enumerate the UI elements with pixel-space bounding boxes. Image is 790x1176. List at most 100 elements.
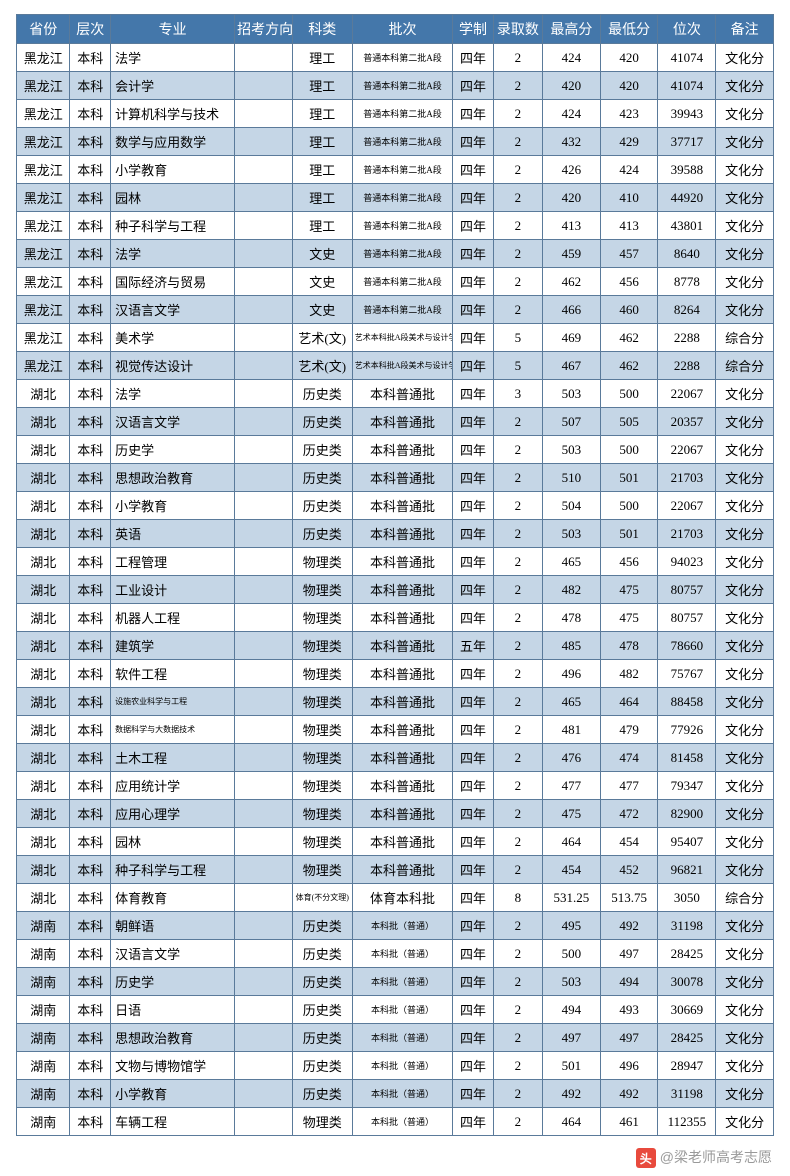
table-cell: 本科 [70,100,111,128]
table-cell: 本科 [70,380,111,408]
table-cell: 462 [600,352,658,380]
table-cell [235,744,293,772]
table-cell: 普通本科第二批A段 [352,184,453,212]
table-cell [235,268,293,296]
table-cell: 本科 [70,604,111,632]
table-cell: 413 [600,212,658,240]
table-row: 湖南本科文物与博物馆学历史类本科批（普通）四年250149628947文化分 [17,1052,774,1080]
table-cell: 物理类 [292,744,352,772]
table-row: 黑龙江本科会计学理工普通本科第二批A段四年242042041074文化分 [17,72,774,100]
table-cell: 车辆工程 [111,1108,235,1136]
table-cell: 物理类 [292,660,352,688]
table-cell: 21703 [658,464,716,492]
table-cell [235,44,293,72]
table-cell: 汉语言文学 [111,296,235,324]
table-body: 黑龙江本科法学理工普通本科第二批A段四年242442041074文化分黑龙江本科… [17,44,774,1136]
table-cell: 本科 [70,660,111,688]
table-cell [235,492,293,520]
table-cell: 494 [600,968,658,996]
table-cell [235,72,293,100]
table-cell: 494 [543,996,601,1024]
table-cell: 黑龙江 [17,44,70,72]
table-cell: 96821 [658,856,716,884]
table-cell: 体育本科批 [352,884,453,912]
table-cell: 459 [543,240,601,268]
table-cell: 普通本科第二批A段 [352,240,453,268]
table-cell: 492 [600,912,658,940]
table-cell [235,632,293,660]
table-cell: 本科 [70,184,111,212]
table-cell: 四年 [453,44,494,72]
table-cell: 31198 [658,912,716,940]
table-cell: 41074 [658,44,716,72]
table-cell: 日语 [111,996,235,1024]
table-cell: 工业设计 [111,576,235,604]
table-cell [235,324,293,352]
table-cell [235,828,293,856]
table-cell: 本科 [70,408,111,436]
table-cell: 历史类 [292,380,352,408]
table-cell: 文化分 [716,1052,774,1080]
col-header: 层次 [70,15,111,44]
table-cell: 四年 [453,436,494,464]
table-cell: 82900 [658,800,716,828]
table-cell: 本科普通批 [352,772,453,800]
table-cell: 湖北 [17,604,70,632]
table-cell: 420 [543,184,601,212]
table-cell: 设施农业科学与工程 [111,688,235,716]
table-cell: 本科普通批 [352,800,453,828]
table-cell: 黑龙江 [17,268,70,296]
table-cell: 472 [600,800,658,828]
table-row: 湖北本科应用统计学物理类本科普通批四年247747779347文化分 [17,772,774,800]
table-cell: 本科 [70,744,111,772]
table-cell [235,912,293,940]
table-cell: 四年 [453,604,494,632]
table-cell: 湖北 [17,772,70,800]
table-cell: 2 [493,464,542,492]
table-cell: 2 [493,1108,542,1136]
table-cell: 四年 [453,548,494,576]
table-cell: 物理类 [292,828,352,856]
table-cell [235,576,293,604]
table-cell: 本科普通批 [352,856,453,884]
table-cell: 本科 [70,828,111,856]
table-cell [235,408,293,436]
table-cell: 501 [600,520,658,548]
table-cell: 视觉传达设计 [111,352,235,380]
table-row: 湖南本科车辆工程物理类本科批（普通）四年2464461112355文化分 [17,1108,774,1136]
table-cell: 建筑学 [111,632,235,660]
table-cell: 湖北 [17,380,70,408]
table-cell: 8778 [658,268,716,296]
table-cell: 黑龙江 [17,324,70,352]
table-cell: 420 [543,72,601,100]
table-cell: 黑龙江 [17,212,70,240]
table-cell: 本科批（普通） [352,996,453,1024]
table-cell: 本科批（普通） [352,968,453,996]
table-cell: 国际经济与贸易 [111,268,235,296]
table-cell: 413 [543,212,601,240]
table-cell: 503 [543,968,601,996]
table-row: 黑龙江本科园林理工普通本科第二批A段四年242041044920文化分 [17,184,774,212]
table-row: 黑龙江本科视觉传达设计艺术(文)艺术本科批A段美术与设计学类四年54674622… [17,352,774,380]
table-cell: 理工 [292,184,352,212]
table-cell: 四年 [453,408,494,436]
table-cell: 艺术(文) [292,324,352,352]
table-cell: 四年 [453,296,494,324]
table-cell: 文化分 [716,72,774,100]
table-cell: 423 [600,100,658,128]
table-cell: 本科 [70,72,111,100]
col-header: 学制 [453,15,494,44]
table-cell: 小学教育 [111,1080,235,1108]
table-cell: 2 [493,716,542,744]
table-cell: 8264 [658,296,716,324]
table-cell: 文化分 [716,492,774,520]
table-cell: 文化分 [716,996,774,1024]
table-cell: 2 [493,688,542,716]
table-cell [235,380,293,408]
table-cell: 文化分 [716,520,774,548]
table-cell: 体育教育 [111,884,235,912]
table-cell: 四年 [453,856,494,884]
table-cell [235,436,293,464]
table-cell: 思想政治教育 [111,464,235,492]
table-row: 湖北本科汉语言文学历史类本科普通批四年250750520357文化分 [17,408,774,436]
